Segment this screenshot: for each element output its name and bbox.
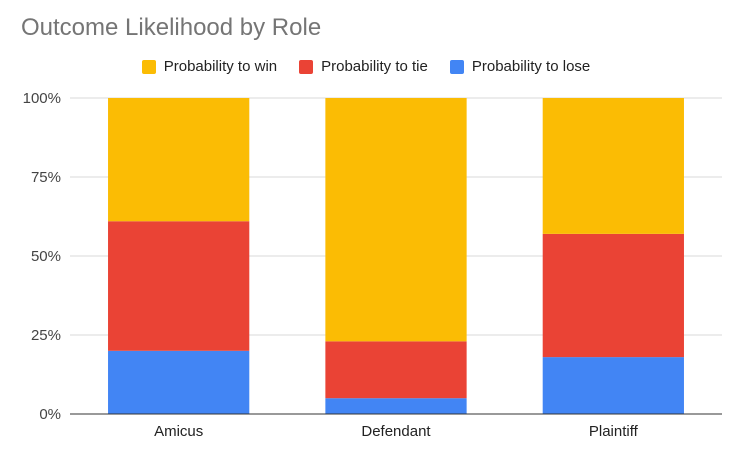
- legend: Probability to win Probability to tie Pr…: [0, 58, 732, 75]
- bar-defendant-probability-to-lose: [325, 398, 467, 414]
- bar-plaintiff-probability-to-tie: [542, 233, 684, 358]
- legend-item-tie[interactable]: Probability to tie: [299, 58, 428, 75]
- y-tick-label: 25%: [31, 327, 61, 344]
- bar-defendant-probability-to-tie: [325, 341, 467, 399]
- legend-item-lose[interactable]: Probability to lose: [449, 58, 591, 75]
- y-tick-label: 100%: [23, 90, 61, 107]
- bar-defendant-probability-to-win: [325, 98, 467, 342]
- legend-swatch-win: [141, 59, 156, 74]
- bar-amicus-probability-to-tie: [108, 221, 250, 351]
- y-tick-label: 50%: [31, 248, 61, 265]
- x-category-label: Amicus: [154, 423, 203, 440]
- bar-amicus-probability-to-lose: [108, 350, 250, 414]
- bar-amicus-probability-to-win: [108, 98, 250, 222]
- bar-plaintiff-probability-to-win: [542, 98, 684, 234]
- legend-swatch-tie: [299, 59, 314, 74]
- y-tick-label: 0%: [39, 406, 61, 423]
- bar-plaintiff-probability-to-lose: [542, 357, 684, 414]
- legend-label-tie: Probability to tie: [321, 58, 428, 75]
- chart-title: Outcome Likelihood by Role: [21, 14, 322, 41]
- legend-label-lose: Probability to lose: [471, 58, 591, 75]
- x-category-label: Plaintiff: [589, 423, 639, 440]
- y-tick-label: 75%: [31, 169, 61, 186]
- x-category-label: Defendant: [361, 423, 431, 440]
- legend-item-win[interactable]: Probability to win: [141, 58, 278, 75]
- legend-swatch-lose: [449, 59, 464, 74]
- legend-label-win: Probability to win: [163, 58, 278, 75]
